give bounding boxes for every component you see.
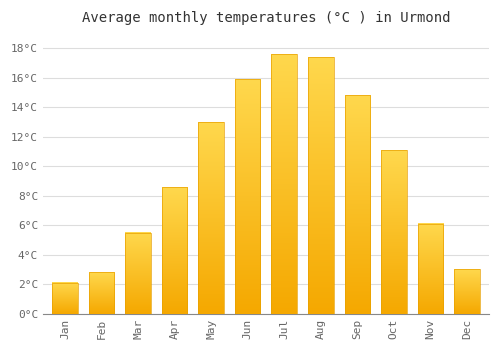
Bar xyxy=(162,187,188,314)
Bar xyxy=(198,122,224,314)
Bar xyxy=(381,150,406,314)
Title: Average monthly temperatures (°C ) in Urmond: Average monthly temperatures (°C ) in Ur… xyxy=(82,11,450,25)
Bar xyxy=(52,283,78,314)
Bar xyxy=(125,232,151,314)
Bar xyxy=(344,95,370,314)
Bar xyxy=(454,270,480,314)
Bar xyxy=(235,79,260,314)
Bar xyxy=(88,272,114,314)
Bar xyxy=(272,54,297,314)
Bar xyxy=(308,57,334,314)
Bar xyxy=(418,224,443,314)
